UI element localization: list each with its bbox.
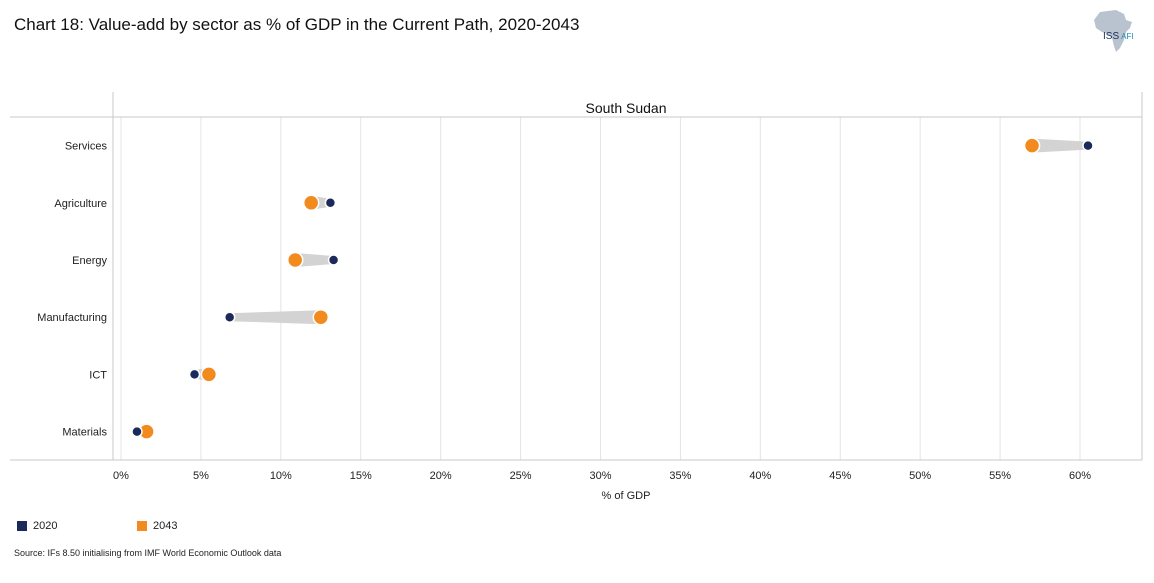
x-tick-label: 60% — [1069, 470, 1091, 482]
x-tick-label: 55% — [989, 470, 1011, 482]
x-tick-label: 10% — [270, 470, 292, 482]
point-2020-ict — [188, 368, 201, 381]
point-2043-services — [1023, 137, 1041, 154]
category-labels: Services Agriculture Energy Manufacturing IC… — [37, 141, 107, 439]
point-2043-ict — [200, 366, 218, 383]
point-2020-energy — [327, 254, 340, 266]
category-label: ICT — [89, 369, 107, 381]
category-label: Manufacturing — [37, 312, 107, 324]
legend-item-2020: 2020 — [17, 520, 57, 532]
point-2043-manufacturing — [312, 308, 330, 326]
x-tick-label: 15% — [350, 470, 372, 482]
x-tick-label: 50% — [909, 470, 931, 482]
point-2020-manufacturing — [223, 311, 236, 323]
x-tick-label: 35% — [669, 470, 691, 482]
x-tick-label: 20% — [430, 470, 452, 482]
x-tick-label: 5% — [193, 470, 209, 482]
frame-layer — [10, 92, 1143, 461]
category-label: Materials — [62, 427, 107, 439]
source-note: Source: IFs 8.50 initialising from IMF W… — [14, 548, 282, 558]
category-label: Energy — [72, 255, 107, 267]
legend-swatch-2020 — [17, 521, 27, 531]
legend-label-2043: 2043 — [153, 520, 178, 532]
legend-swatch-2043 — [137, 521, 147, 531]
legend-item-2043: 2043 — [137, 520, 177, 532]
point-2020-agriculture — [324, 197, 337, 209]
point-2043-energy — [286, 251, 304, 269]
x-axis-label: % of GDP — [602, 490, 651, 502]
x-tick-label: 45% — [829, 470, 851, 482]
connector-energy — [295, 253, 334, 267]
africa-map-icon — [1094, 10, 1132, 52]
panel-title: South Sudan — [586, 100, 667, 116]
point-2043-agriculture — [302, 194, 320, 212]
point-2020-services — [1082, 139, 1094, 152]
logo-sub-text: AFI — [1121, 32, 1134, 41]
x-tick-label: 0% — [113, 470, 129, 482]
category-label: Agriculture — [54, 198, 107, 210]
connector-manufacturing — [229, 310, 321, 325]
legend-label-2020: 2020 — [33, 520, 58, 532]
chart-title: Chart 18: Value-add by sector as % of GD… — [14, 15, 580, 34]
connector-services — [1032, 138, 1088, 153]
connectors — [136, 138, 1088, 439]
point-2020-materials — [131, 425, 143, 438]
grid-layer — [120, 117, 1081, 460]
category-label: Services — [65, 141, 108, 153]
iss-afi-logo: ISS AFI — [1103, 31, 1134, 42]
x-tick-label: 40% — [749, 470, 771, 482]
data-points — [131, 137, 1094, 440]
x-tick-label: 30% — [589, 470, 611, 482]
x-tick-label: 25% — [510, 470, 532, 482]
x-tick-labels: 0% 5% 10% 15% 20% 25% 30% 35% 40% 45% 50% 55% 60% — [113, 470, 1091, 482]
logo-main-text: ISS — [1103, 31, 1120, 42]
